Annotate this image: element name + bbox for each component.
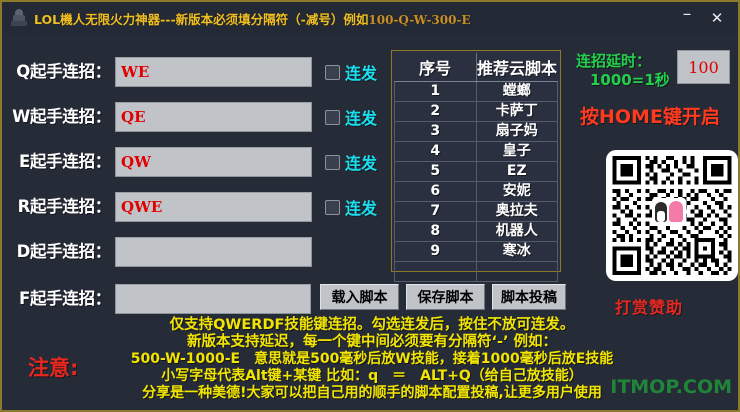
delay-input[interactable] (677, 50, 730, 84)
table-row[interactable]: 7 奥拉夫 (394, 200, 558, 222)
window-title-example: 100-Q-W-300-E (368, 12, 471, 27)
close-button[interactable]: ✕ (710, 9, 724, 27)
cell-index: 2 (394, 100, 477, 122)
site-watermark: ITMOP.COM (610, 376, 732, 398)
cell-name: EZ (475, 160, 558, 182)
cell-index: 7 (394, 200, 477, 222)
table-row[interactable]: 9 寒冰 (394, 240, 558, 262)
combo-input-w[interactable] (115, 102, 312, 132)
save-script-button[interactable]: 保存脚本 (406, 284, 485, 310)
table-row[interactable]: 5 EZ (394, 160, 558, 182)
cell-name: 扇子妈 (475, 120, 558, 142)
notice-line-1: 仅支持QWERDF技能键连招。勾选连发后，按住不放可连发。 (169, 317, 575, 333)
table-row[interactable]: 6 安妮 (394, 180, 558, 202)
burst-label-w: 连发 (345, 109, 378, 128)
burst-label-q: 连发 (345, 64, 378, 83)
combo-label-q: Q起手连招： (16, 62, 111, 81)
table-row[interactable]: 4 皇子 (394, 140, 558, 162)
checkbox-icon[interactable] (325, 154, 340, 170)
combo-input-d[interactable] (115, 237, 312, 267)
cell-name: 机器人 (475, 220, 558, 242)
burst-label-r: 连发 (345, 199, 378, 218)
burst-toggle-e[interactable]: 连发 (325, 151, 377, 173)
notice-text: 仅支持QWERDF技能键连招。勾选连发后，按住不放可连发。 新版本支持延迟，每一… (2, 317, 738, 402)
checkbox-icon[interactable] (325, 109, 340, 125)
burst-toggle-w[interactable]: 连发 (325, 106, 377, 128)
checkbox-icon[interactable] (325, 199, 340, 215)
notice-line-2: 新版本支持延迟，每一个键中间必须要有分隔符‘-’ 例如： (186, 334, 558, 350)
cell-name: 皇子 (475, 140, 558, 162)
table-header-row: 序号 推荐云脚本 (394, 53, 558, 82)
cell-index (394, 260, 477, 282)
cell-index: 3 (394, 120, 477, 142)
notice-line-3: 500-W-1000-E 意思就是500毫秒后放W技能，接着1000毫秒后放E技… (130, 351, 614, 367)
cell-name: 安妮 (475, 180, 558, 202)
combo-row-q: Q起手连招： 连发 (2, 57, 377, 87)
combo-label-f: F起手连招： (19, 289, 111, 308)
recommended-scripts-panel: 序号 推荐云脚本 1 螳螂 2 卡萨丁 3 扇子妈 4 皇子 5 EZ 6 安妮 7 奥拉夫 … (391, 50, 561, 282)
cell-index: 1 (394, 80, 477, 102)
table-row[interactable]: 1 螳螂 (394, 80, 558, 102)
cell-index: 6 (394, 180, 477, 202)
table-row[interactable]: 2 卡萨丁 (394, 100, 558, 122)
cell-name: 奥拉夫 (475, 200, 558, 222)
notice-line-4: 小写字母代表Alt键+某键 比如：q ＝ ALT+Q（给自己放技能） (161, 368, 583, 384)
combo-row-d: D起手连招： (2, 237, 342, 267)
cell-name: 寒冰 (475, 240, 558, 262)
cell-index: 4 (394, 140, 477, 162)
burst-label-e: 连发 (345, 154, 378, 173)
combo-label-w: W起手连招： (12, 107, 111, 126)
table-header-index: 序号 (394, 53, 477, 82)
chess-rook-icon (10, 9, 28, 27)
combo-label-r: R起手连招： (17, 197, 112, 216)
notice-line-5: 分享是一种美德!大家可以把自己用的顺手的脚本配置投稿,让更多用户使用 (142, 385, 602, 401)
donate-caption: 打赏赞助 (615, 298, 684, 317)
load-script-button[interactable]: 载入脚本 (320, 284, 399, 310)
cell-index: 9 (394, 240, 477, 262)
minimize-button[interactable]: – (682, 3, 692, 24)
combo-input-q[interactable] (115, 57, 312, 87)
combo-row-e: E起手连招： 连发 (2, 147, 377, 177)
combo-input-e[interactable] (115, 147, 312, 177)
table-header-name: 推荐云脚本 (476, 53, 558, 82)
table-row-empty[interactable] (394, 260, 558, 282)
combo-row-r: R起手连招： 连发 (2, 192, 377, 222)
checkbox-icon[interactable] (325, 64, 340, 80)
window-title-main: LOL機人无限火力神器---新版本必须填分隔符（-减号）例如 (34, 11, 369, 27)
burst-toggle-q[interactable]: 连发 (325, 61, 377, 83)
delay-label-line1: 连招延时： (576, 52, 652, 70)
burst-toggle-r[interactable]: 连发 (325, 196, 377, 218)
combo-input-f[interactable] (115, 284, 311, 314)
cell-name: 卡萨丁 (475, 100, 558, 122)
window-title: LOL機人无限火力神器---新版本必须填分隔符（-减号）例如100-Q-W-30… (34, 9, 471, 28)
combo-row-f: F起手连招： (2, 284, 342, 314)
cell-name: 螳螂 (475, 80, 558, 102)
combo-row-w: W起手连招： 连发 (2, 102, 377, 132)
home-key-hint: 按HOME键开启 (580, 106, 720, 128)
delay-label-line2: 1000=1秒 (590, 71, 670, 89)
combo-input-r[interactable] (115, 192, 312, 222)
cell-index: 8 (394, 220, 477, 242)
cell-index: 5 (394, 160, 477, 182)
combo-label-d: D起手连招： (16, 242, 112, 261)
pink-panther-cat-icon (652, 198, 686, 226)
title-bar[interactable]: LOL機人无限火力神器---新版本必须填分隔符（-减号）例如100-Q-W-30… (2, 2, 738, 34)
submit-script-button[interactable]: 脚本投稿 (492, 284, 566, 310)
recommended-scripts-table: 序号 推荐云脚本 1 螳螂 2 卡萨丁 3 扇子妈 4 皇子 5 EZ 6 安妮 7 奥拉夫 … (394, 53, 558, 282)
table-row[interactable]: 8 机器人 (394, 220, 558, 242)
combo-label-e: E起手连招： (19, 152, 111, 171)
table-row[interactable]: 3 扇子妈 (394, 120, 558, 142)
delay-label: 连招延时： 1000=1秒 (576, 52, 670, 90)
cell-name (475, 260, 558, 282)
notice-label: 注意: (28, 356, 79, 380)
